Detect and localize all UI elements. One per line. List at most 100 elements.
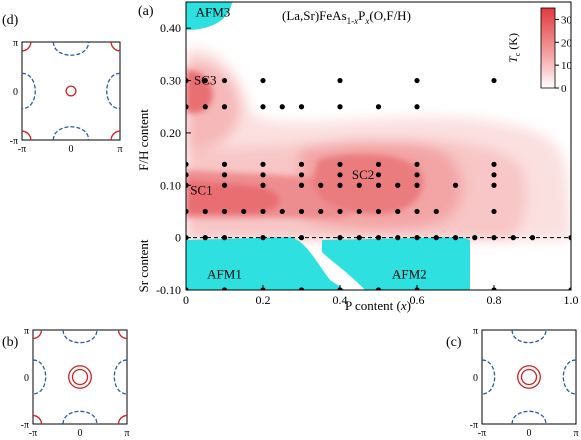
data-point: [414, 77, 420, 84]
data-point: [186, 104, 189, 110]
corner-pocket: [110, 41, 121, 52]
data-point: [318, 182, 324, 188]
y-tick-label: 0.30: [160, 74, 181, 88]
x-tick-label: 0.4: [333, 293, 348, 307]
electron-pocket: [562, 359, 577, 395]
hole-pocket: [520, 368, 538, 386]
data-point: [221, 182, 228, 188]
corner-pocket: [32, 414, 43, 425]
tc-contours-inner: [186, 70, 424, 218]
data-point: [414, 208, 420, 215]
electron-pocket: [52, 126, 90, 141]
brillouin-zone-frame: [32, 329, 128, 425]
region-label: SC1: [190, 183, 212, 198]
data-point: [356, 182, 362, 188]
data-point: [186, 172, 189, 178]
data-point: [202, 77, 208, 84]
k-tick-label: 0: [78, 428, 83, 439]
y-axis-label-upper: F/H content: [136, 109, 151, 171]
k-tick-label: -π: [10, 136, 18, 147]
corner-pocket: [21, 130, 32, 141]
data-point: [260, 77, 266, 84]
data-point: [375, 182, 382, 188]
x-tick-label: 0.6: [410, 293, 425, 307]
data-point: [298, 172, 305, 178]
region-labels: SC1 SC2 SC3 AFM1 AFM2 AFM3: [190, 4, 426, 281]
data-point: [221, 104, 228, 110]
panel-label-d: (d): [2, 13, 19, 28]
k-tick-label: π: [24, 326, 29, 337]
data-point: [337, 161, 343, 167]
k-tick-label: π: [473, 326, 478, 337]
data-point: [568, 235, 571, 241]
data-point: [491, 172, 497, 178]
y-tick-label: -0.10: [156, 283, 181, 297]
data-point: [356, 208, 362, 215]
y-tick-label: 0.10: [160, 178, 181, 192]
k-tick-label: -π: [478, 428, 486, 439]
k-tick-label: 0: [24, 373, 29, 384]
data-point: [491, 182, 497, 188]
panel-label-a: (a): [138, 4, 154, 19]
data-point: [260, 208, 266, 215]
x-tick-label: 1.0: [564, 293, 579, 307]
data-point: [337, 172, 343, 178]
data-point: [375, 287, 382, 290]
k-tick-label: π: [117, 144, 122, 155]
data-point: [279, 104, 285, 110]
k-tick-label: -π: [470, 420, 478, 431]
data-point: [414, 161, 420, 167]
data-point: [395, 182, 401, 188]
electron-pocket: [511, 410, 547, 425]
region-label: SC2: [352, 167, 374, 182]
k-tick-label: π: [124, 428, 129, 439]
electron-pocket: [481, 359, 496, 395]
data-point: [202, 208, 208, 215]
data-point: [279, 208, 285, 215]
data-point: [241, 208, 247, 215]
k-tick-label: -π: [29, 428, 37, 439]
data-point: [221, 208, 228, 215]
y-axis-ticks: -0.10 0 0.10 0.20 0.30 0.40: [156, 21, 191, 297]
tc-heatmap: [186, 2, 571, 290]
panel-label-c: (c): [446, 335, 462, 350]
electron-pocket: [52, 41, 90, 56]
data-point: [337, 182, 343, 188]
electron-pocket: [62, 329, 98, 344]
electron-pocket: [21, 72, 36, 110]
y-axis-label-lower: Sr content: [136, 239, 151, 292]
data-point: [433, 208, 439, 215]
corner-pocket: [117, 329, 128, 340]
afm2-region: [322, 237, 470, 290]
colorbar-tick-label: 10: [561, 60, 573, 72]
data-point: [375, 208, 382, 215]
data-point: [298, 182, 305, 188]
x-axis-label: P content (x): [345, 298, 411, 313]
colorbar-tick-label: 0: [561, 83, 567, 95]
data-point: [510, 235, 516, 241]
electron-pocket: [32, 359, 47, 395]
electron-pocket: [62, 410, 98, 425]
region-label: AFM1: [207, 266, 242, 281]
data-point: [298, 287, 305, 290]
electron-pocket: [511, 329, 547, 344]
data-point: [260, 104, 266, 110]
data-point: [221, 161, 228, 167]
x-tick-label: 0: [183, 293, 189, 307]
fermi-panel-c: -π 0 π -π 0 π: [470, 326, 579, 439]
data-point: [452, 182, 459, 188]
y-tick-label: 0.40: [160, 21, 181, 35]
data-point: [202, 104, 208, 110]
data-point: [414, 182, 420, 188]
colorbar-gradient: [540, 7, 556, 89]
colorbar-label: Tc (K): [506, 33, 522, 63]
colorbar-ticks: 0 10 20 30: [555, 14, 573, 95]
tc-colorbar: 0 10 20 30 Tc (K): [506, 7, 573, 95]
corner-pocket: [117, 414, 128, 425]
data-point: [375, 161, 382, 167]
data-point: [202, 235, 208, 241]
data-point: [375, 104, 382, 110]
afm3-region: [186, 2, 232, 30]
